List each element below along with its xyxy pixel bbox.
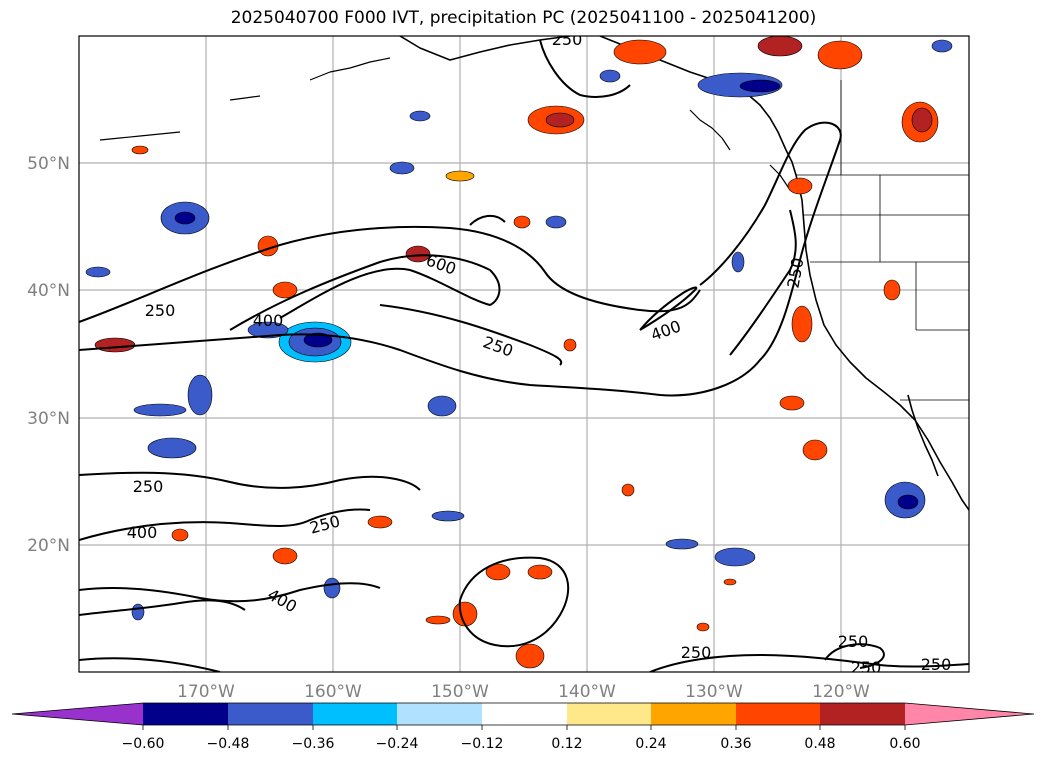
contour-label: 400 (253, 311, 284, 330)
plot-area (79, 36, 969, 672)
lon-label: 170°W (177, 682, 235, 702)
colorbar-extend-max (905, 703, 1034, 725)
lon-label: 140°W (558, 682, 616, 702)
lon-label: 150°W (431, 682, 489, 702)
precipitation-positive (94, 36, 939, 669)
contour-label: 250 (921, 655, 952, 674)
colorbar-extend-min (12, 703, 143, 725)
contour-label: 250 (851, 658, 882, 677)
ivt-contours (79, 39, 969, 672)
colorbar-segment (736, 703, 820, 725)
lat-label: 20°N (27, 536, 70, 556)
colorbar-tick-label: −0.36 (292, 736, 335, 752)
gridlines (79, 36, 969, 672)
colorbar-tick-label: −0.48 (207, 736, 250, 752)
colorbar-ticks (142, 725, 906, 730)
figure-title: 2025040700 F000 IVT, precipitation PC (2… (230, 8, 817, 28)
contour-label: 250 (133, 477, 164, 496)
colorbar-tick-label: −0.12 (461, 736, 504, 752)
colorbar-segment (143, 703, 228, 725)
precipitation-negative (85, 39, 953, 621)
colorbar-tick-label: 0.48 (804, 736, 835, 752)
colorbar-segment (228, 703, 313, 725)
colorbar-segment (482, 703, 567, 725)
plot-frame (78, 35, 970, 673)
colorbar-tick-label: 0.60 (889, 736, 920, 752)
colorbar-segment (313, 703, 397, 725)
colorbar-tick-label: 0.36 (720, 736, 751, 752)
contour-label: 250 (681, 643, 712, 662)
colorbar-tick-label: 0.24 (635, 736, 666, 752)
lon-label: 160°W (304, 682, 362, 702)
colorbar-tick-label: −0.60 (122, 736, 165, 752)
lat-label: 50°N (27, 154, 70, 174)
colorbar-tick-label: 0.12 (551, 736, 582, 752)
contour-label: 250 (145, 301, 176, 320)
colorbar-segment (397, 703, 482, 725)
colorbar: −0.60 −0.48 −0.36 −0.24 −0.12 0.12 0.24 … (11, 702, 1035, 752)
lon-labels: 170°W 160°W 150°W 140°W 130°W 120°W (177, 682, 870, 702)
lat-label: 40°N (27, 281, 70, 301)
lat-labels: 50°N 40°N 30°N 20°N (27, 154, 70, 556)
lon-label: 130°W (685, 682, 743, 702)
colorbar-segment (651, 703, 736, 725)
lat-label: 30°N (27, 409, 70, 429)
colorbar-tick-label: −0.24 (376, 736, 419, 752)
colorbar-segment (567, 703, 651, 725)
contour-label: 400 (127, 523, 158, 542)
lon-label: 120°W (812, 682, 870, 702)
state-borders (796, 80, 969, 401)
contour-labels: 250 250 400 600 250 400 250 400 250 400 … (127, 30, 952, 677)
colorbar-segment (820, 703, 905, 725)
contour-label: 250 (552, 30, 583, 49)
contour-label: 250 (838, 632, 869, 651)
